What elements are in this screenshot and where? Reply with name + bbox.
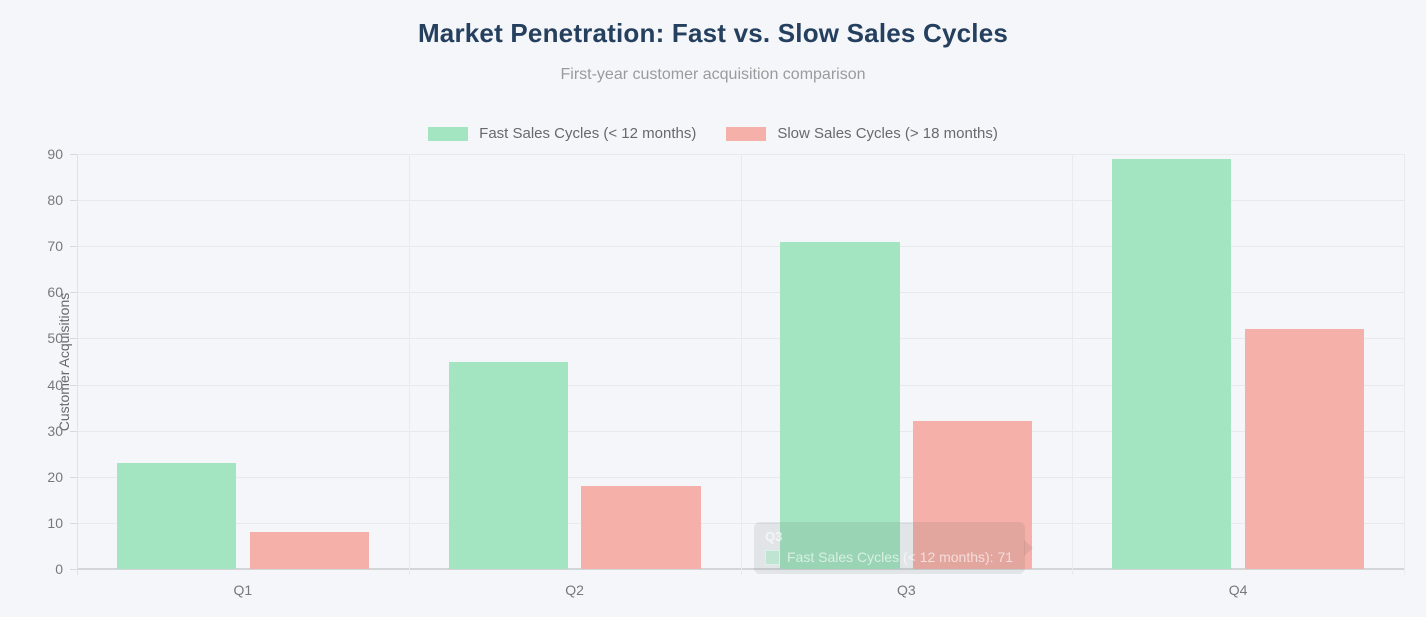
y-tick-label: 20 [47, 468, 63, 485]
y-tick-label: 70 [47, 238, 63, 255]
y-tick-label: 0 [55, 561, 63, 577]
legend-item-slow[interactable]: Slow Sales Cycles (> 18 months) [726, 125, 998, 142]
chart-legend: Fast Sales Cycles (< 12 months) Slow Sale… [0, 125, 1426, 142]
tooltip-row: Fast Sales Cycles (< 12 months): 71 [765, 549, 1025, 565]
y-tick-label: 60 [47, 284, 63, 301]
y-axis-tick [70, 384, 77, 386]
y-tick-label: 10 [47, 514, 63, 531]
legend-item-label: Fast Sales Cycles (< 12 months) [479, 125, 697, 142]
tooltip: Q3 Fast Sales Cycles (< 12 months): 71 [754, 522, 1033, 574]
gridline-v [408, 154, 410, 575]
y-tick-label: 50 [47, 330, 63, 347]
y-axis-tick [70, 569, 77, 570]
legend-item-label: Slow Sales Cycles (> 18 months) [777, 125, 998, 142]
y-axis-line [77, 154, 78, 575]
bar-fast-q1[interactable] [116, 462, 237, 569]
bar-fast-q2[interactable] [448, 361, 568, 569]
y-axis-tick [70, 200, 77, 202]
bar-slow-q1[interactable] [249, 532, 369, 569]
bar-slow-q3[interactable] [913, 421, 1033, 569]
legend-swatch-icon [428, 126, 469, 141]
x-tick-label-q2: Q2 [565, 582, 584, 598]
x-tick-label-q1: Q1 [233, 582, 253, 598]
gridline-v [1404, 154, 1405, 575]
gridline-v [1072, 154, 1074, 575]
chart-subtitle: First-year customer acquisition comparis… [560, 66, 866, 83]
y-tick-label: 30 [47, 422, 63, 439]
y-axis-tick [70, 246, 77, 248]
y-axis-tick [70, 292, 77, 294]
x-tick-label-q3: Q3 [897, 582, 916, 598]
y-tick-label: 40 [47, 376, 63, 393]
bar-fast-q4[interactable] [1112, 158, 1232, 569]
y-tick-label: 90 [47, 146, 63, 162]
legend-swatch-icon [726, 126, 767, 141]
tooltip-series-swatch-icon [765, 549, 780, 565]
y-tick-label: 80 [47, 192, 63, 209]
tooltip-series-value: Fast Sales Cycles (< 12 months): 71 [787, 549, 1014, 565]
y-axis-tick [70, 476, 77, 478]
gridline-v [740, 154, 742, 575]
bar-slow-q2[interactable] [581, 486, 701, 569]
y-axis-tick [70, 338, 77, 340]
y-axis-tick [70, 154, 77, 155]
x-tick-label-q4: Q4 [1228, 582, 1248, 598]
tooltip-header: Q3 [765, 529, 783, 544]
y-axis-tick [70, 522, 77, 524]
legend-item-fast[interactable]: Fast Sales Cycles (< 12 months) [428, 125, 696, 142]
plot-area: Q3 Fast Sales Cycles (< 12 months): 71 [70, 154, 1405, 575]
tooltip-caret [1024, 540, 1033, 556]
bar-fast-q3[interactable] [780, 241, 900, 569]
bar-slow-q4[interactable] [1244, 329, 1365, 569]
y-axis-tick [70, 430, 77, 432]
chart-title: Market Penetration: Fast vs. Slow Sales … [417, 18, 1009, 48]
